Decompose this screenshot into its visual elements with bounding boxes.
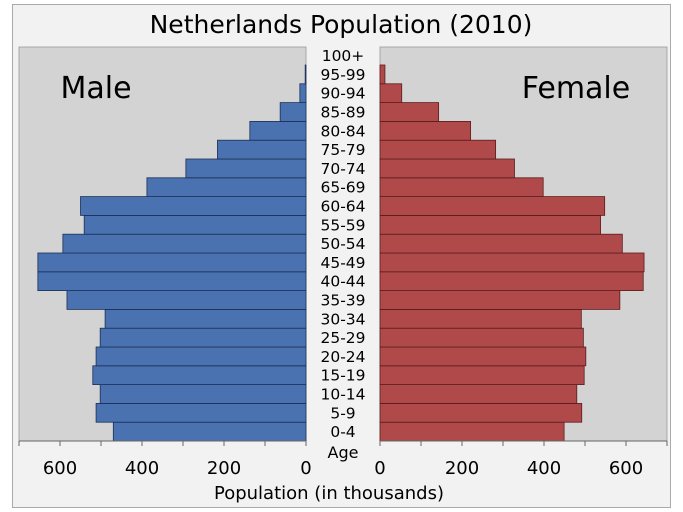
male-bar-55-59 [83, 214, 307, 235]
female-bar-25-29 [379, 327, 584, 348]
female-bar-40-44 [379, 271, 644, 291]
male-bar-0-4 [112, 421, 307, 442]
female-bar-50-54 [379, 233, 623, 254]
x-tick-label: 400 [527, 458, 561, 479]
age-label: 75-79 [320, 141, 365, 159]
age-label: 40-44 [320, 273, 365, 291]
x-tick-label: 200 [445, 458, 479, 479]
x-tick-label: 400 [125, 458, 159, 479]
female-bar-80-84 [379, 121, 472, 141]
age-label: 15-19 [320, 367, 365, 385]
female-bar-55-59 [379, 214, 601, 235]
male-bar-85-89 [279, 102, 307, 122]
female-bar-30-34 [379, 308, 582, 329]
age-label: 20-24 [320, 348, 365, 366]
age-label: 0-4 [330, 423, 355, 441]
x-tick-label: 0 [300, 458, 311, 479]
male-bar-50-54 [62, 233, 307, 254]
x-tick-label: 600 [609, 458, 643, 479]
female-bar-70-74 [379, 158, 515, 179]
male-bar-90-94 [299, 83, 307, 104]
age-label: 95-99 [320, 66, 365, 84]
male-bar-20-24 [95, 346, 307, 367]
female-bar-5-9 [379, 402, 583, 423]
age-label: 65-69 [320, 179, 365, 197]
age-label: 5-9 [330, 404, 355, 422]
female-bar-90-94 [379, 83, 403, 104]
male-bar-45-49 [37, 252, 307, 273]
age-label: 35-39 [320, 292, 365, 310]
male-bar-70-74 [185, 158, 307, 179]
age-label: 10-14 [320, 386, 365, 404]
x-axis-label: Population (in thousands) [214, 483, 444, 504]
age-label: 80-84 [320, 122, 365, 140]
age-label: 30-34 [320, 310, 365, 328]
female-bar-10-14 [379, 384, 578, 404]
age-label: 50-54 [320, 235, 365, 253]
male-bar-65-69 [146, 177, 307, 198]
legend-female: Female [522, 71, 630, 106]
age-label: 85-89 [320, 104, 365, 122]
x-tick-label: 600 [43, 458, 77, 479]
legend-male: Male [60, 71, 131, 106]
male-bar-35-39 [66, 290, 307, 310]
female-bar-20-24 [379, 346, 587, 367]
age-label: 100+ [322, 47, 365, 65]
male-bar-40-44 [37, 271, 307, 291]
male-bar-75-79 [217, 139, 307, 160]
age-label: 90-94 [320, 85, 365, 103]
female-bar-15-19 [379, 365, 585, 385]
age-label: 70-74 [320, 160, 365, 178]
female-bar-60-64 [379, 196, 606, 216]
x-tick-label: 200 [207, 458, 241, 479]
male-bar-60-64 [80, 196, 307, 216]
male-bar-10-14 [99, 384, 307, 404]
x-tick-label: 0 [374, 458, 385, 479]
male-bar-80-84 [249, 121, 307, 141]
age-label: 25-29 [320, 329, 365, 347]
female-bar-35-39 [379, 290, 621, 310]
male-bar-95-99 [304, 64, 307, 85]
female-bar-85-89 [379, 102, 440, 122]
female-bar-0-4 [379, 421, 565, 442]
age-axis-label: Age [328, 443, 359, 462]
male-bar-25-29 [99, 327, 307, 348]
female-bar-95-99 [379, 64, 386, 85]
chart-title: Netherlands Population (2010) [150, 10, 533, 39]
age-label: 55-59 [320, 216, 365, 234]
age-label: 60-64 [320, 198, 365, 216]
female-bar-65-69 [379, 177, 544, 198]
female-bar-75-79 [379, 139, 497, 160]
female-bar-45-49 [379, 252, 645, 273]
male-bar-5-9 [95, 402, 307, 423]
age-label: 45-49 [320, 254, 365, 272]
male-bar-15-19 [92, 365, 307, 385]
male-bar-30-34 [104, 308, 307, 329]
